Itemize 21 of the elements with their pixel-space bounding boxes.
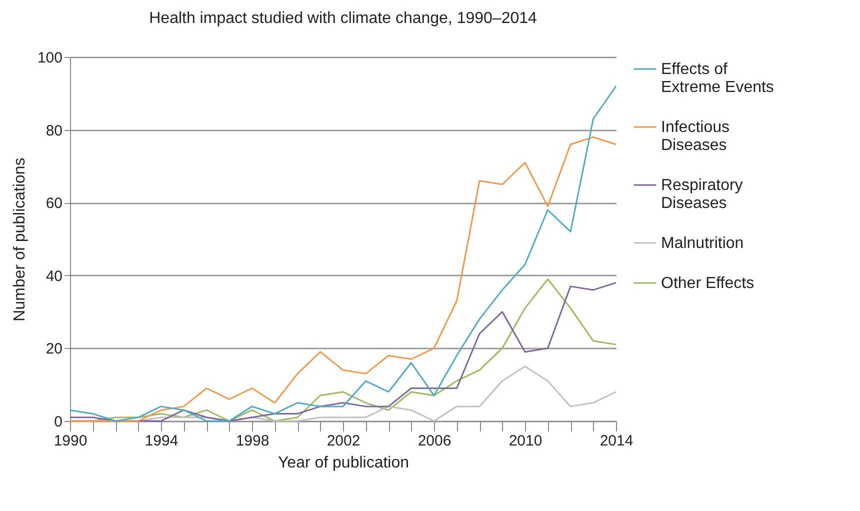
x-tick-label: 2014 (600, 432, 634, 450)
legend-label: Infectious Diseases (661, 119, 730, 154)
legend-label: Malnutrition (661, 235, 744, 252)
legend-label: Respiratory Diseases (661, 177, 743, 212)
y-tick-label: 60 (46, 195, 62, 212)
legend-label: Effects of Extreme Events (661, 61, 774, 96)
x-tick-label: 1990 (54, 432, 88, 450)
x-axis-title: Year of publication (278, 454, 410, 472)
x-tick-label: 1998 (236, 432, 270, 450)
y-tick-label: 80 (46, 122, 62, 140)
y-tick-label: 20 (46, 340, 62, 358)
legend-label: Other Effects (661, 275, 754, 292)
x-tick-label: 2006 (418, 432, 452, 450)
chart-title: Health impact studied with climate change, 1990–2014 (149, 10, 537, 27)
y-tick-label: 0 (54, 414, 62, 430)
x-tick-label: 2002 (326, 432, 360, 450)
x-tick-label: 2010 (508, 432, 542, 450)
y-tick-label: 40 (46, 268, 62, 285)
y-axis-title: Number of publications (11, 158, 28, 322)
y-tick-label: 100 (37, 50, 62, 66)
x-tick-label: 1994 (144, 432, 178, 450)
